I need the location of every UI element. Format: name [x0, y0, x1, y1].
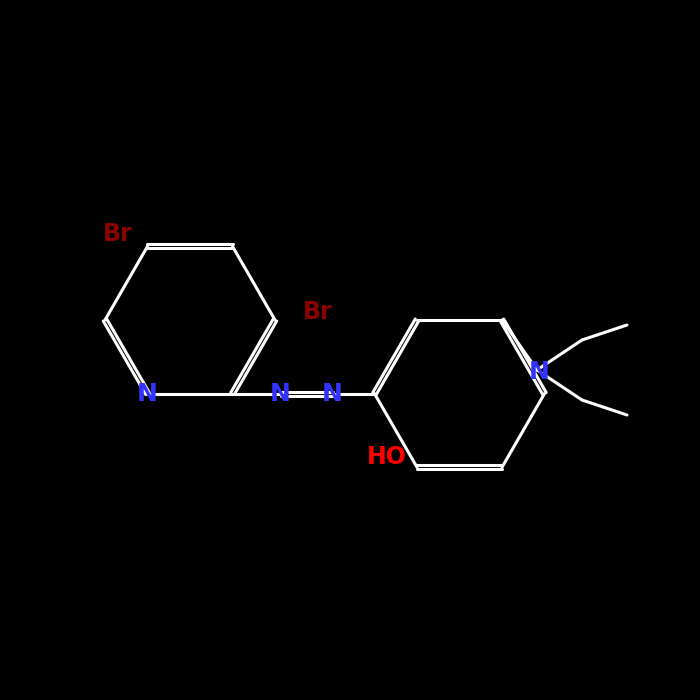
- Text: N: N: [137, 382, 158, 405]
- Text: N: N: [270, 382, 291, 405]
- Text: N: N: [322, 382, 343, 405]
- Text: HO: HO: [367, 445, 407, 469]
- Text: N: N: [528, 360, 550, 384]
- Text: Br: Br: [303, 300, 332, 324]
- Text: Br: Br: [103, 223, 132, 246]
